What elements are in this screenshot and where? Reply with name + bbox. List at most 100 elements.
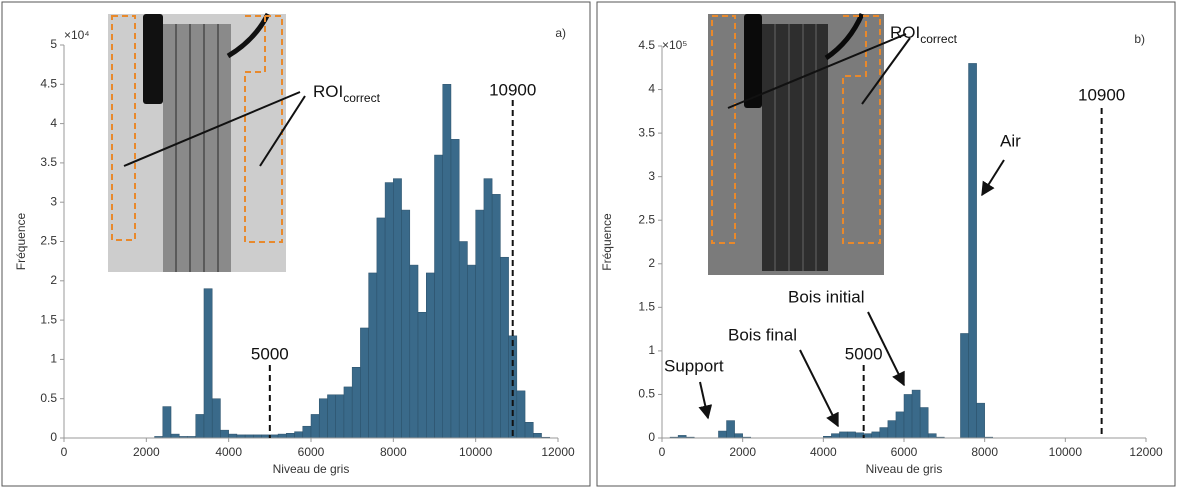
y-tick-label: 4 — [50, 116, 57, 130]
histogram-bar — [401, 209, 411, 439]
y-tick-label: 5 — [50, 37, 57, 51]
histogram-bar — [162, 406, 172, 439]
x-axis-label: Niveau de gris — [866, 462, 943, 476]
y-tick-label: 0.5 — [638, 387, 655, 401]
x-tick-label: 2000 — [729, 445, 756, 459]
histogram-bar — [368, 272, 378, 439]
histogram-bar — [863, 433, 872, 439]
inset-label: ROIcorrect — [890, 23, 958, 46]
annotation-arrows — [698, 159, 1005, 428]
histogram-bar — [335, 394, 345, 439]
histogram-bar — [903, 394, 913, 439]
histogram-bar — [170, 433, 180, 439]
inset-image — [108, 12, 306, 272]
histogram-bar — [855, 432, 864, 439]
scale-label: ×10⁴ — [64, 28, 90, 42]
histogram-bar — [203, 288, 213, 439]
panel-border — [596, 1, 1176, 487]
threshold-label: 10900 — [489, 80, 536, 99]
plots: 0 2000 4000 6000 8000 10000 12000 0 0.5 1 1.5 2 2.5 3… — [14, 26, 1163, 476]
annotation: Support — [664, 356, 724, 375]
histogram-bar — [294, 431, 304, 439]
histogram-bar — [310, 414, 320, 439]
histogram-bar — [442, 84, 452, 439]
annotation: Bois final — [728, 325, 797, 344]
y-tick-label: 0 — [648, 430, 655, 444]
x-axis-label: Niveau de gris — [273, 462, 350, 476]
threshold-label: 5000 — [251, 344, 289, 363]
inset-label-sub: correct — [343, 91, 380, 105]
x-tick-label: 4000 — [215, 445, 242, 459]
inset-image — [708, 12, 911, 275]
y-tick-label: 1.5 — [40, 312, 57, 326]
scale-label: ×10⁵ — [662, 38, 687, 52]
y-tick-label: 3 — [648, 169, 655, 183]
histogram-bar — [277, 433, 287, 439]
panel-label: b) — [1134, 32, 1145, 46]
x-tick-label: 6000 — [298, 445, 325, 459]
inset-label: ROIcorrect — [313, 82, 381, 105]
annotation: Air — [1000, 131, 1021, 150]
histogram-bar — [919, 407, 929, 439]
histogram-bar — [393, 178, 402, 439]
x-tick-label: 0 — [659, 445, 666, 459]
histogram-bar — [831, 433, 840, 439]
histogram-bar — [343, 386, 353, 439]
threshold-label: 10900 — [1078, 85, 1125, 104]
histogram-bar — [376, 217, 386, 439]
histogram-bar — [417, 311, 427, 439]
histogram-bar — [847, 431, 856, 439]
panel-label: a) — [555, 26, 566, 40]
histogram-bar — [434, 154, 443, 439]
histogram-bar — [734, 433, 743, 439]
y-tick-label: 3.5 — [638, 125, 655, 139]
histogram-bar — [976, 402, 985, 439]
y-axis-label: Fréquence — [14, 212, 28, 270]
histogram-bar — [211, 398, 221, 439]
y-tick-label: 0 — [50, 430, 57, 444]
threshold-label: 5000 — [845, 344, 883, 363]
y-tick-label: 0.5 — [40, 391, 57, 405]
histogram-bar — [458, 241, 468, 439]
histogram-bar — [960, 333, 969, 439]
histogram-bar — [895, 411, 905, 439]
histogram-bar — [500, 256, 509, 439]
y-tick-label: 1 — [648, 343, 655, 357]
inset-label-main: ROI — [313, 82, 343, 101]
histogram-bar — [718, 430, 727, 439]
y-tick-label: 2.5 — [638, 212, 655, 226]
x-tick-label: 12000 — [1129, 445, 1163, 459]
x-tick-label: 4000 — [810, 445, 837, 459]
histogram-bar — [968, 63, 977, 439]
x-tick-label: 2000 — [133, 445, 160, 459]
x-tick-label: 8000 — [971, 445, 998, 459]
y-axis-label: Fréquence — [600, 213, 614, 271]
x-tick-label: 6000 — [891, 445, 918, 459]
histogram-bar — [839, 431, 848, 439]
histogram-bar — [318, 398, 328, 439]
y-tick-label: 2 — [50, 273, 57, 287]
annotation: Bois initial — [788, 287, 865, 306]
histogram-bar — [426, 272, 435, 439]
histogram-bar — [911, 389, 921, 439]
histogram-bar — [524, 422, 534, 439]
inset-label-main: ROI — [890, 23, 920, 42]
histogram-bar — [871, 431, 881, 439]
histogram-bar — [726, 420, 735, 439]
y-tick-label: 3 — [50, 194, 57, 208]
histogram-bar — [516, 390, 526, 439]
x-tick-label: 12000 — [541, 445, 575, 459]
histogram-bar — [409, 264, 419, 439]
histogram-bar — [195, 414, 205, 439]
histogram-bar — [286, 433, 295, 439]
histogram-bar — [302, 425, 312, 439]
histogram-bar — [483, 178, 493, 439]
y-tick-label: 3.5 — [40, 155, 57, 169]
y-tick-label: 2.5 — [40, 234, 57, 248]
y-tick-label: 4.5 — [638, 38, 655, 52]
histogram-bar — [879, 427, 889, 439]
y-tick-label: 4 — [648, 82, 655, 96]
x-tick-label: 10000 — [1049, 445, 1083, 459]
x-tick-label: 0 — [61, 445, 68, 459]
